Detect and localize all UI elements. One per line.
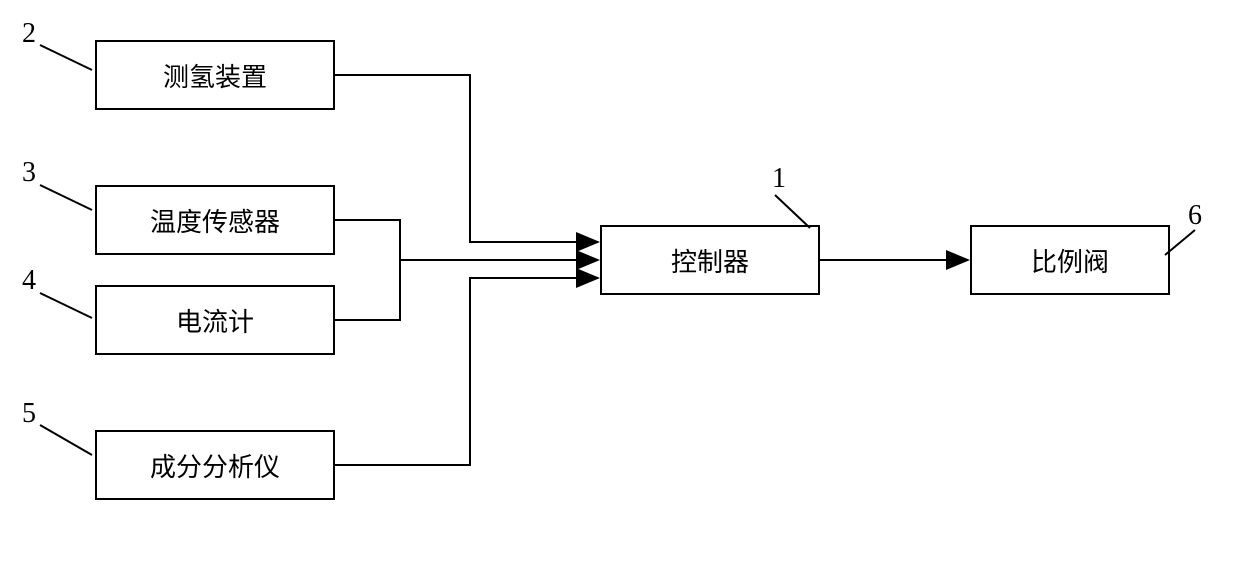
node-label: 成分分析仪 <box>150 447 280 484</box>
node-hydrogen-device: 测氢装置 <box>95 40 335 110</box>
callout-6: 6 <box>1188 200 1202 232</box>
node-label: 测氢装置 <box>163 57 267 94</box>
node-temperature-sensor: 温度传感器 <box>95 185 335 255</box>
node-label: 比例阀 <box>1031 242 1109 279</box>
node-label: 温度传感器 <box>150 202 280 239</box>
node-label: 控制器 <box>671 242 749 279</box>
callout-5: 5 <box>22 398 36 430</box>
callout-2: 2 <box>22 18 36 50</box>
callout-4: 4 <box>22 265 36 297</box>
node-composition-analyzer: 成分分析仪 <box>95 430 335 500</box>
callout-3: 3 <box>22 157 36 189</box>
node-proportional-valve: 比例阀 <box>970 225 1170 295</box>
node-label: 电流计 <box>176 302 254 339</box>
callout-1: 1 <box>772 163 786 195</box>
node-controller: 控制器 <box>600 225 820 295</box>
node-ammeter: 电流计 <box>95 285 335 355</box>
